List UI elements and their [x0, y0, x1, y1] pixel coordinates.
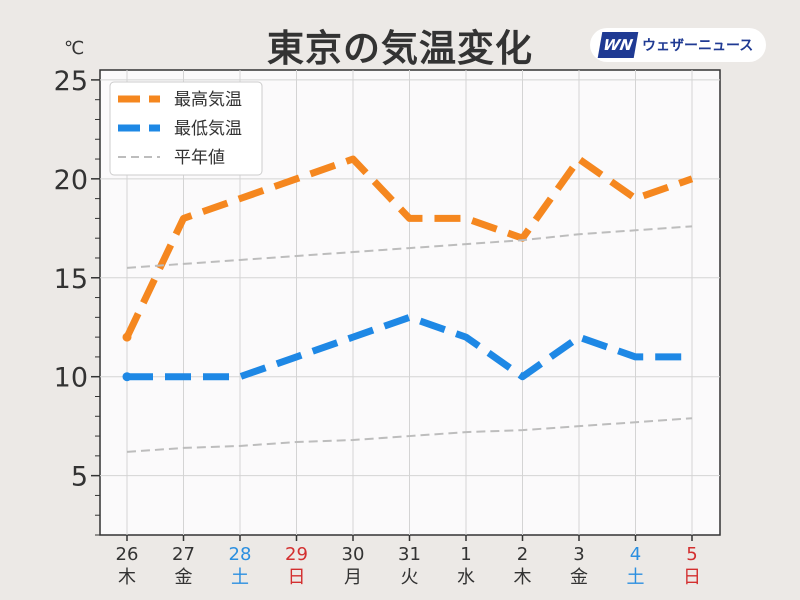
series-line-1	[127, 313, 692, 381]
series-start-point-1	[122, 372, 132, 382]
series-line-0	[123, 155, 694, 339]
x-tick-date: 30	[342, 544, 365, 565]
series-line-2	[126, 225, 693, 269]
x-tick-date: 31	[398, 544, 421, 565]
series-line-3	[126, 417, 693, 453]
x-tick-date: 28	[229, 544, 252, 565]
legend-label: 平年値	[174, 148, 225, 168]
x-tick-date: 3	[573, 544, 584, 565]
x-tick-date: 2	[517, 544, 528, 565]
x-tick-weekday: 木	[514, 567, 532, 588]
x-tick-weekday: 土	[627, 567, 645, 588]
y-tick-label: 15	[54, 264, 88, 295]
x-tick-weekday: 金	[175, 567, 193, 588]
x-tick-date: 4	[630, 544, 641, 565]
x-tick-weekday: 日	[683, 567, 701, 588]
legend-label: 最高気温	[174, 90, 242, 110]
x-tick-weekday: 金	[570, 567, 588, 588]
x-tick-date: 5	[686, 544, 697, 565]
chart-title: 東京の気温変化	[267, 27, 533, 70]
y-axis-unit: ℃	[64, 38, 85, 59]
x-tick-weekday: 火	[401, 567, 419, 588]
x-tick-date: 27	[172, 544, 195, 565]
y-tick-label: 20	[54, 165, 88, 196]
x-tick-weekday: 水	[457, 567, 475, 588]
x-tick-date: 26	[116, 544, 139, 565]
y-tick-label: 10	[54, 363, 88, 394]
x-tick-weekday: 日	[288, 567, 306, 588]
x-tick-weekday: 月	[344, 567, 362, 588]
x-tick-date: 1	[460, 544, 471, 565]
legend-box	[109, 81, 263, 176]
x-tick-date: 29	[285, 544, 308, 565]
x-tick-weekday: 土	[231, 567, 249, 588]
y-tick-label: 5	[71, 462, 88, 493]
brand-name: ウェザーニュース	[642, 38, 754, 54]
x-tick-weekday: 木	[118, 567, 136, 588]
legend-label: 最低気温	[174, 119, 242, 139]
series-start-point-0	[122, 332, 132, 342]
y-tick-label: 25	[54, 66, 88, 97]
brand-badge: WN ウェザーニュース	[590, 28, 766, 62]
